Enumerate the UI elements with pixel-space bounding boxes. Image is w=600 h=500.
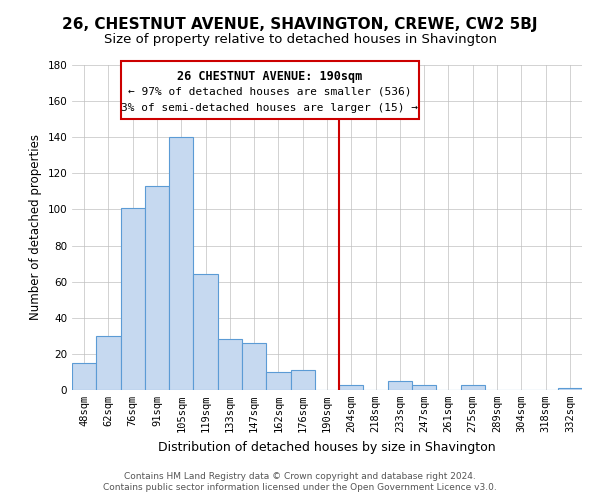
Bar: [121, 208, 145, 390]
Text: 26 CHESTNUT AVENUE: 190sqm: 26 CHESTNUT AVENUE: 190sqm: [178, 70, 362, 84]
Bar: [242, 343, 266, 390]
Bar: [72, 363, 96, 390]
Bar: [461, 384, 485, 390]
Text: ← 97% of detached houses are smaller (536): ← 97% of detached houses are smaller (53…: [128, 86, 412, 97]
Bar: [412, 384, 436, 390]
Bar: [145, 186, 169, 390]
Bar: [193, 274, 218, 390]
Bar: [388, 381, 412, 390]
Text: 3% of semi-detached houses are larger (15) →: 3% of semi-detached houses are larger (1…: [121, 103, 418, 113]
Text: Size of property relative to detached houses in Shavington: Size of property relative to detached ho…: [104, 32, 497, 46]
Y-axis label: Number of detached properties: Number of detached properties: [29, 134, 42, 320]
Bar: [558, 388, 582, 390]
Bar: [290, 370, 315, 390]
Text: 26, CHESTNUT AVENUE, SHAVINGTON, CREWE, CW2 5BJ: 26, CHESTNUT AVENUE, SHAVINGTON, CREWE, …: [62, 18, 538, 32]
Bar: [339, 384, 364, 390]
X-axis label: Distribution of detached houses by size in Shavington: Distribution of detached houses by size …: [158, 440, 496, 454]
Bar: [266, 372, 290, 390]
Bar: [96, 336, 121, 390]
Text: Contains HM Land Registry data © Crown copyright and database right 2024.: Contains HM Land Registry data © Crown c…: [124, 472, 476, 481]
Text: Contains public sector information licensed under the Open Government Licence v3: Contains public sector information licen…: [103, 484, 497, 492]
Bar: [169, 137, 193, 390]
Bar: [218, 340, 242, 390]
Bar: [121, 62, 419, 119]
